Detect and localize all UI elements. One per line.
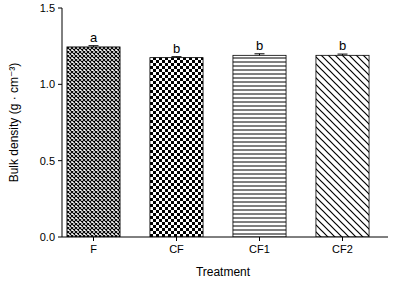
error-bar xyxy=(172,56,182,58)
x-tick-label: F xyxy=(90,243,97,255)
x-tick-label: CF2 xyxy=(332,243,353,255)
y-tick xyxy=(58,8,62,9)
bar xyxy=(233,55,286,237)
chart: a b b b 0.0 0.5 1.0 1.5 F CF CF1 CF2 Treatment Bulk d… xyxy=(0,0,400,284)
y-tick-label: 0.5 xyxy=(40,155,55,167)
x-tick xyxy=(342,237,343,241)
significance-letter: b xyxy=(256,38,263,53)
y-tick xyxy=(58,84,62,85)
significance-letter: a xyxy=(90,30,98,45)
bars xyxy=(67,46,369,237)
chart-container: a b b b 0.0 0.5 1.0 1.5 F CF CF1 CF2 Treatment Bulk d… xyxy=(0,0,400,284)
x-tick xyxy=(259,237,260,241)
y-axis xyxy=(62,8,63,237)
x-tick-label: CF xyxy=(169,243,184,255)
bar xyxy=(67,47,120,237)
x-axis xyxy=(62,237,388,238)
x-axis-label: Treatment xyxy=(196,265,251,279)
x-tick xyxy=(93,237,94,241)
error-bar xyxy=(338,54,348,55)
y-tick xyxy=(58,237,62,238)
significance-letter: b xyxy=(339,38,346,53)
bar xyxy=(316,55,369,237)
error-bar xyxy=(255,54,265,56)
bar xyxy=(150,58,203,237)
x-tick xyxy=(176,237,177,241)
y-tick-label: 1.0 xyxy=(40,78,55,90)
error-bar xyxy=(89,46,99,47)
y-tick xyxy=(58,160,62,161)
y-tick-label: 0.0 xyxy=(40,231,55,243)
x-tick-label: CF1 xyxy=(249,243,270,255)
y-tick-label: 1.5 xyxy=(40,2,55,14)
y-axis-label: Bulk density (g · cm⁻³) xyxy=(7,63,21,183)
significance-letter: b xyxy=(173,41,180,56)
